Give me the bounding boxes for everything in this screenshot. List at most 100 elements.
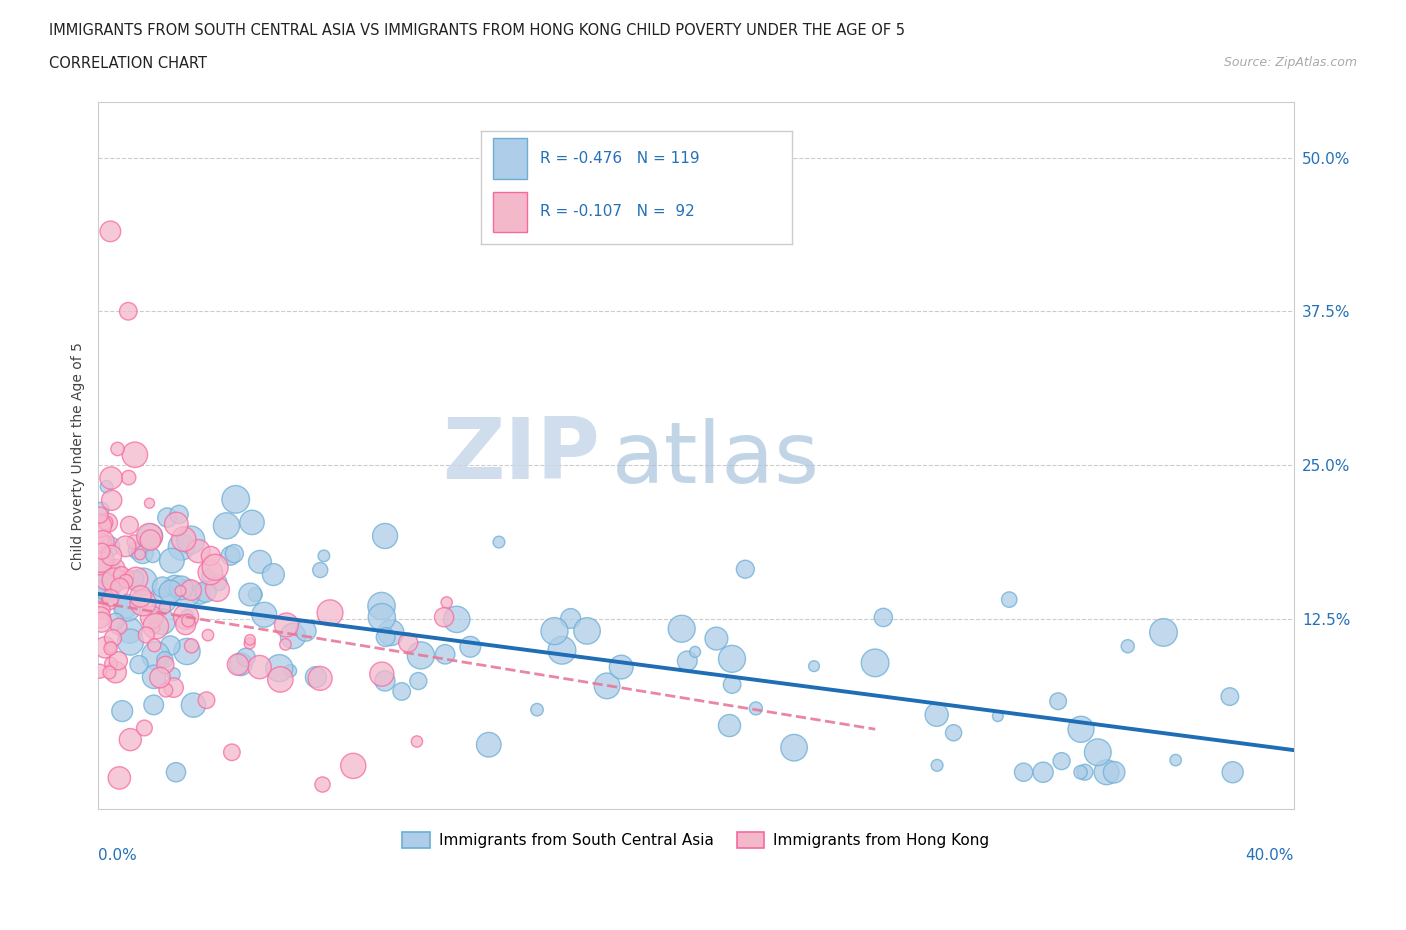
Point <box>207 582 229 597</box>
Point <box>90 502 112 517</box>
Point <box>152 579 174 594</box>
Point <box>108 580 131 595</box>
Point <box>153 652 176 667</box>
Point <box>249 554 271 569</box>
Point <box>98 538 121 553</box>
Point <box>104 614 127 629</box>
Point <box>138 496 160 511</box>
Point <box>138 529 160 544</box>
Point <box>215 518 238 533</box>
Point <box>478 737 501 752</box>
Point <box>406 734 429 749</box>
Text: atlas: atlas <box>613 418 820 500</box>
Point <box>987 709 1010 724</box>
Point <box>100 493 122 508</box>
Point <box>396 635 419 650</box>
Point <box>105 561 128 576</box>
Point <box>188 586 211 601</box>
Point <box>89 508 111 523</box>
Point <box>103 573 125 588</box>
Point <box>370 599 392 614</box>
Point <box>91 544 114 559</box>
Point <box>391 684 413 699</box>
Point <box>281 629 304 644</box>
Point <box>101 631 124 645</box>
Point <box>98 224 122 239</box>
Point <box>162 680 184 695</box>
Point <box>97 515 120 530</box>
Point <box>204 560 226 575</box>
Point <box>309 671 332 685</box>
Point <box>436 595 458 610</box>
Point <box>1070 722 1092 737</box>
Legend: Immigrants from South Central Asia, Immigrants from Hong Kong: Immigrants from South Central Asia, Immi… <box>396 826 995 855</box>
Point <box>371 667 394 682</box>
Point <box>239 632 262 647</box>
Point <box>163 667 186 682</box>
Point <box>159 584 181 599</box>
Point <box>1102 764 1125 779</box>
Point <box>734 562 756 577</box>
Point <box>153 592 176 607</box>
Point <box>139 528 162 543</box>
Point <box>225 492 247 507</box>
Point <box>94 573 117 588</box>
Point <box>224 546 246 561</box>
Point <box>104 665 127 680</box>
Point <box>1032 764 1054 779</box>
Point <box>98 594 121 609</box>
Point <box>488 535 510 550</box>
Point <box>374 630 396 644</box>
Point <box>100 548 122 563</box>
Point <box>143 620 166 635</box>
Point <box>783 740 806 755</box>
Point <box>1153 625 1175 640</box>
Point <box>169 583 191 598</box>
Point <box>108 770 131 785</box>
Text: ZIP: ZIP <box>443 414 600 498</box>
Point <box>89 610 111 625</box>
Point <box>1074 764 1097 779</box>
Point <box>94 515 117 530</box>
Point <box>925 708 948 723</box>
Point <box>269 660 291 675</box>
Point <box>249 659 271 674</box>
Point <box>1095 764 1118 779</box>
Point <box>124 447 146 462</box>
Point <box>143 638 166 653</box>
Point <box>311 777 333 792</box>
Point <box>200 549 222 564</box>
Point <box>706 631 728 646</box>
Point <box>458 639 481 654</box>
Point <box>128 658 150 672</box>
Point <box>107 653 129 668</box>
Point <box>170 539 193 554</box>
Text: IMMIGRANTS FROM SOUTH CENTRAL ASIA VS IMMIGRANTS FROM HONG KONG CHILD POVERTY UN: IMMIGRANTS FROM SOUTH CENTRAL ASIA VS IM… <box>49 23 905 38</box>
Point <box>1222 764 1244 779</box>
Point <box>596 679 619 694</box>
Point <box>142 698 165 712</box>
Point <box>1116 639 1139 654</box>
Point <box>118 518 141 533</box>
Point <box>194 584 217 599</box>
Y-axis label: Child Poverty Under the Age of 5: Child Poverty Under the Age of 5 <box>70 341 84 570</box>
Point <box>197 568 219 583</box>
Point <box>240 515 263 530</box>
Point <box>111 567 134 582</box>
Point <box>526 702 548 717</box>
Point <box>200 565 222 580</box>
Point <box>274 637 297 652</box>
Point <box>111 704 134 719</box>
Point <box>319 605 342 620</box>
Point <box>543 624 565 639</box>
Point <box>89 519 111 534</box>
Point <box>90 533 112 548</box>
Point <box>374 673 396 688</box>
Point <box>925 758 948 773</box>
Point <box>998 592 1021 607</box>
Text: CORRELATION CHART: CORRELATION CHART <box>49 56 207 71</box>
Point <box>143 670 166 684</box>
Point <box>91 534 114 549</box>
Point <box>371 610 394 625</box>
Point <box>718 718 741 733</box>
